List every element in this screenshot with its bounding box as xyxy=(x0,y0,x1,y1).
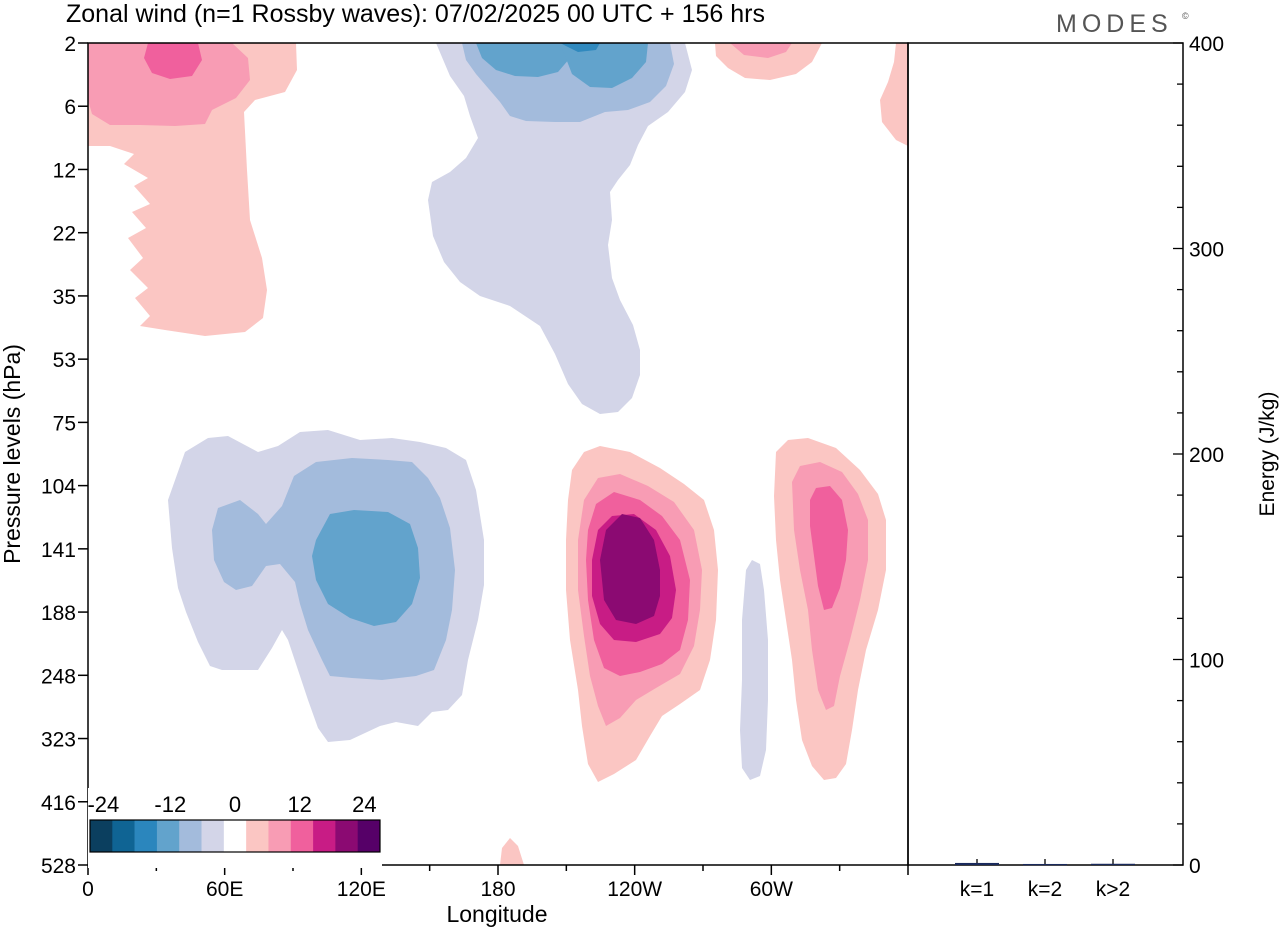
y-tick-label: 53 xyxy=(53,349,76,372)
chart-title: Zonal wind (n=1 Rossby waves): 07/02/202… xyxy=(66,0,765,28)
contour-bottom-pink xyxy=(500,838,524,865)
colorbar-swatch xyxy=(357,820,381,852)
contour-central-purple xyxy=(600,514,660,624)
contour-upper-left-magenta xyxy=(144,43,202,79)
colorbar-swatch xyxy=(246,820,269,852)
energy-axis-label: Energy (J/kg) xyxy=(1256,392,1279,517)
y-tick-label: 248 xyxy=(41,665,76,688)
colorbar-swatch xyxy=(156,820,180,852)
colorbar-swatch xyxy=(268,820,292,852)
x-tick-label: 60W xyxy=(750,878,793,901)
x-tick-label: 0 xyxy=(82,878,94,901)
x-tick-label: 180 xyxy=(480,878,515,901)
energy-bar-1 xyxy=(955,862,999,865)
y-tick-label: 188 xyxy=(41,602,76,625)
contour-top-right-pink-inner xyxy=(730,43,792,58)
contour-narrow-lavender xyxy=(740,560,768,780)
y-tick-label: 12 xyxy=(53,159,76,182)
colorbar-label: -24 xyxy=(87,792,119,817)
x-axis-label: Longitude xyxy=(446,901,547,927)
energy-bar-2 xyxy=(1023,863,1067,866)
y-tick-label: 22 xyxy=(53,223,76,246)
colorbar-swatch xyxy=(201,820,225,852)
brand-logo: MODES xyxy=(1056,10,1173,38)
colorbar-label: -12 xyxy=(154,792,186,817)
colorbar-swatch xyxy=(134,820,158,852)
colorbar-swatch xyxy=(313,820,336,852)
contour-upper-blue-mid-right xyxy=(560,43,648,88)
energy-tick-label: 300 xyxy=(1189,239,1224,262)
energy-bar-3 xyxy=(1091,863,1135,865)
energy-tick-label: 400 xyxy=(1189,33,1224,56)
colorbar: -24 -12 0 12 24 xyxy=(87,788,382,868)
y-tick-label: 104 xyxy=(41,476,76,499)
energy-cat-label: k=2 xyxy=(1028,878,1062,901)
x-tick-label: 60E xyxy=(206,878,243,901)
contour-field xyxy=(88,43,908,865)
colorbar-swatch xyxy=(179,820,202,852)
y-tick-label: 75 xyxy=(53,412,76,435)
energy-tick-label: 200 xyxy=(1189,444,1224,467)
colorbar-swatch xyxy=(90,820,113,852)
y-axis-label: Pressure levels (hPa) xyxy=(0,344,25,564)
contour-right-edge-pink xyxy=(880,43,908,146)
colorbar-border xyxy=(89,819,381,853)
x-tick-label: 120E xyxy=(337,878,386,901)
colorbar-label: 0 xyxy=(229,792,241,817)
contour-upper-blue-dark xyxy=(560,43,600,52)
colorbar-label: 24 xyxy=(352,792,376,817)
contour-upper-blue-lavender xyxy=(428,43,692,414)
y-tick-label: 141 xyxy=(41,539,76,562)
colorbar-swatch xyxy=(335,820,358,852)
contour-upper-blue-mid-left xyxy=(476,43,572,77)
x-tick-label: 120W xyxy=(607,878,662,901)
y-tick-label: 528 xyxy=(41,855,76,878)
y-axis-pressure: 2 6 12 22 35 53 75 104 141 188 248 323 416 528 xyxy=(41,33,88,878)
energy-tick-label: 0 xyxy=(1189,855,1201,878)
colorbar-label: 12 xyxy=(287,792,311,817)
x-axis-longitude: 0 60E 120E 180 120W 60W xyxy=(82,865,909,901)
energy-tick-label: 100 xyxy=(1189,650,1224,673)
colorbar-swatch xyxy=(223,820,247,852)
contour-right-magenta xyxy=(810,486,848,610)
y-tick-label: 416 xyxy=(41,792,76,815)
y-tick-label: 2 xyxy=(64,33,76,56)
energy-cat-label: k=1 xyxy=(960,878,994,901)
colorbar-swatch xyxy=(290,820,314,852)
brand-mark: © xyxy=(1182,11,1189,21)
y-tick-label: 6 xyxy=(64,96,76,119)
y-tick-label: 35 xyxy=(53,286,76,309)
y-tick-label: 323 xyxy=(41,729,76,752)
contour-lower-blue-mid xyxy=(312,510,420,626)
colorbar-swatch xyxy=(112,820,135,852)
contour-upper-left-pink xyxy=(88,43,250,126)
energy-frame xyxy=(907,42,1184,866)
energy-panel: 0 100 200 300 400 k=1 k=2 k>2 xyxy=(955,33,1224,901)
energy-cat-label: k>2 xyxy=(1096,878,1130,901)
